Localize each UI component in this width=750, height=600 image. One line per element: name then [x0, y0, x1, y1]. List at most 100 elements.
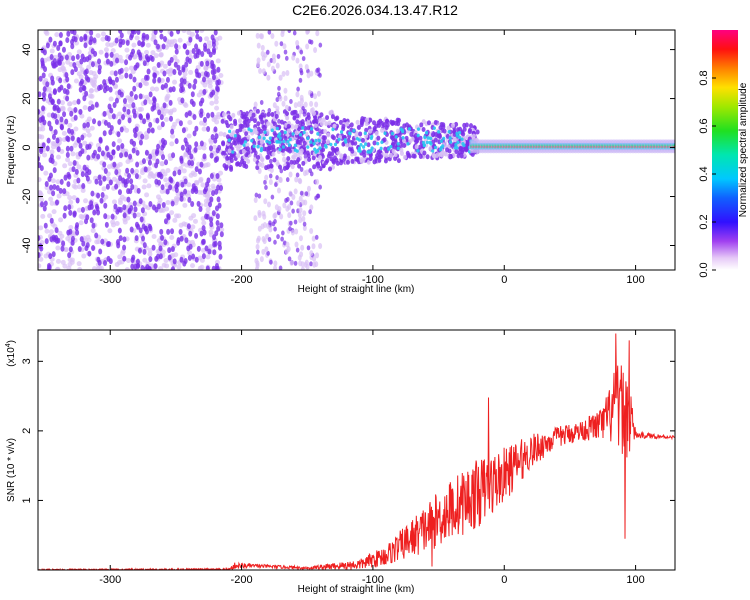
spectral-cell	[98, 137, 103, 144]
spectral-cell	[190, 224, 196, 230]
spectral-cell	[132, 108, 137, 115]
spectral-cell	[122, 219, 128, 225]
spectral-cell	[208, 145, 213, 152]
spectral-cell	[82, 140, 88, 146]
spectral-cell	[382, 137, 387, 143]
spectral-cell	[445, 147, 450, 153]
spectral-cell	[298, 260, 303, 267]
spectral-cell	[278, 164, 283, 170]
spectral-cell	[124, 267, 130, 270]
spectral-cell	[54, 267, 60, 270]
spectral-cell	[218, 253, 223, 260]
spectral-cell	[65, 95, 70, 102]
spectral-cell	[304, 191, 309, 197]
spectral-cell	[260, 157, 265, 163]
spectral-cell	[79, 58, 84, 65]
spectral-cell	[85, 30, 91, 34]
spectral-cell	[237, 118, 242, 124]
spectral-cell	[312, 164, 317, 170]
spectral-cell	[236, 110, 241, 116]
spectral-cell	[428, 145, 433, 151]
spectral-cell	[253, 101, 258, 108]
spectral-cell	[323, 143, 328, 148]
spectral-cell	[311, 235, 316, 242]
spectral-cell	[294, 176, 299, 183]
spectral-cell	[289, 220, 293, 226]
spectral-cell	[407, 127, 412, 131]
spectral-cell	[254, 192, 259, 198]
spectral-cell	[446, 125, 451, 131]
spectral-cell	[272, 102, 277, 109]
spectral-cell	[171, 86, 176, 93]
spectral-cell	[79, 36, 84, 43]
spectral-cell	[209, 152, 214, 159]
spectral-cell	[207, 83, 213, 89]
spectral-cell	[259, 33, 264, 40]
spectral-cell	[286, 139, 290, 144]
spectral-cell	[275, 126, 279, 131]
spectral-cell	[178, 222, 184, 228]
spectral-cell	[171, 152, 176, 159]
spectral-cell	[102, 79, 107, 86]
spectral-cell	[410, 136, 415, 142]
spectral-cell	[295, 247, 300, 253]
spectral-cell	[291, 132, 295, 136]
spectral-cell	[84, 218, 89, 225]
spectral-cell	[86, 154, 91, 161]
spectral-cell	[393, 152, 398, 158]
spectral-cell	[273, 260, 278, 267]
spectral-cell	[211, 48, 216, 55]
spectral-cell	[123, 178, 128, 185]
spectral-cell	[126, 196, 131, 203]
spectral-cell	[186, 30, 192, 36]
spectral-cell	[292, 115, 297, 121]
spectral-cell	[118, 206, 123, 213]
spectral-cell	[312, 255, 317, 262]
spectral-cell	[295, 91, 300, 98]
spectral-cell	[71, 195, 77, 201]
spectral-cell	[89, 30, 94, 36]
spectral-cell	[76, 261, 82, 267]
spectral-cell	[201, 126, 207, 132]
spectral-cell	[98, 179, 103, 186]
spectral-cell	[441, 144, 445, 148]
colorbar-tick-label: 0.6	[698, 118, 710, 133]
spectral-cell	[309, 70, 314, 77]
spectral-cell	[270, 65, 275, 72]
spectral-cell	[355, 119, 360, 125]
spectral-cell	[168, 86, 173, 93]
spectral-cell	[431, 149, 435, 153]
spectral-cell	[142, 60, 147, 67]
spectral-cell	[130, 263, 135, 270]
spectral-cell	[217, 144, 222, 151]
spectral-cell	[245, 142, 250, 148]
spectral-cell	[295, 44, 300, 50]
spectral-cell	[197, 145, 203, 151]
spectral-cell	[61, 130, 67, 136]
spectral-cell	[295, 172, 300, 178]
spectral-cell	[201, 220, 207, 226]
spectral-cell	[294, 228, 299, 235]
spectral-cell	[273, 132, 278, 138]
spectral-cell	[291, 208, 295, 214]
spectral-cell	[67, 204, 72, 211]
spectral-cell	[206, 112, 211, 119]
spectral-cell	[244, 164, 249, 170]
spectral-cell	[142, 257, 148, 263]
spectral-cell	[80, 134, 85, 141]
spectral-cell	[97, 64, 102, 71]
spectral-cell	[48, 229, 54, 235]
spectral-cell	[169, 56, 174, 63]
spectral-cell	[213, 30, 218, 36]
spectral-cell	[433, 119, 438, 125]
spectral-cell	[406, 152, 411, 158]
spectral-cell	[209, 196, 214, 203]
spectral-cell	[257, 135, 262, 140]
spectral-cell	[89, 200, 94, 207]
spectral-cell	[103, 202, 108, 209]
spectral-cell	[87, 250, 92, 257]
spectral-cell	[108, 42, 114, 48]
spectral-cell	[199, 30, 205, 34]
spectral-cell	[195, 48, 200, 55]
spectral-cell	[138, 139, 143, 146]
